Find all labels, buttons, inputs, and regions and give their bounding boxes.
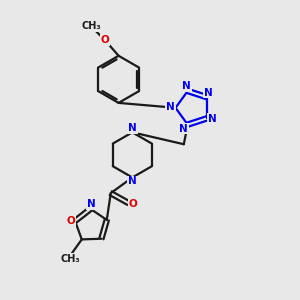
Text: CH₃: CH₃	[81, 21, 101, 31]
Text: N: N	[128, 123, 137, 134]
Text: O: O	[67, 216, 76, 226]
Text: N: N	[87, 199, 96, 209]
Text: N: N	[166, 102, 175, 112]
Text: N: N	[179, 124, 188, 134]
Text: N: N	[128, 176, 137, 186]
Text: N: N	[208, 114, 217, 124]
Text: N: N	[182, 81, 191, 91]
Text: O: O	[129, 199, 138, 209]
Text: CH₃: CH₃	[60, 254, 80, 264]
Text: O: O	[100, 35, 109, 45]
Text: N: N	[204, 88, 213, 98]
